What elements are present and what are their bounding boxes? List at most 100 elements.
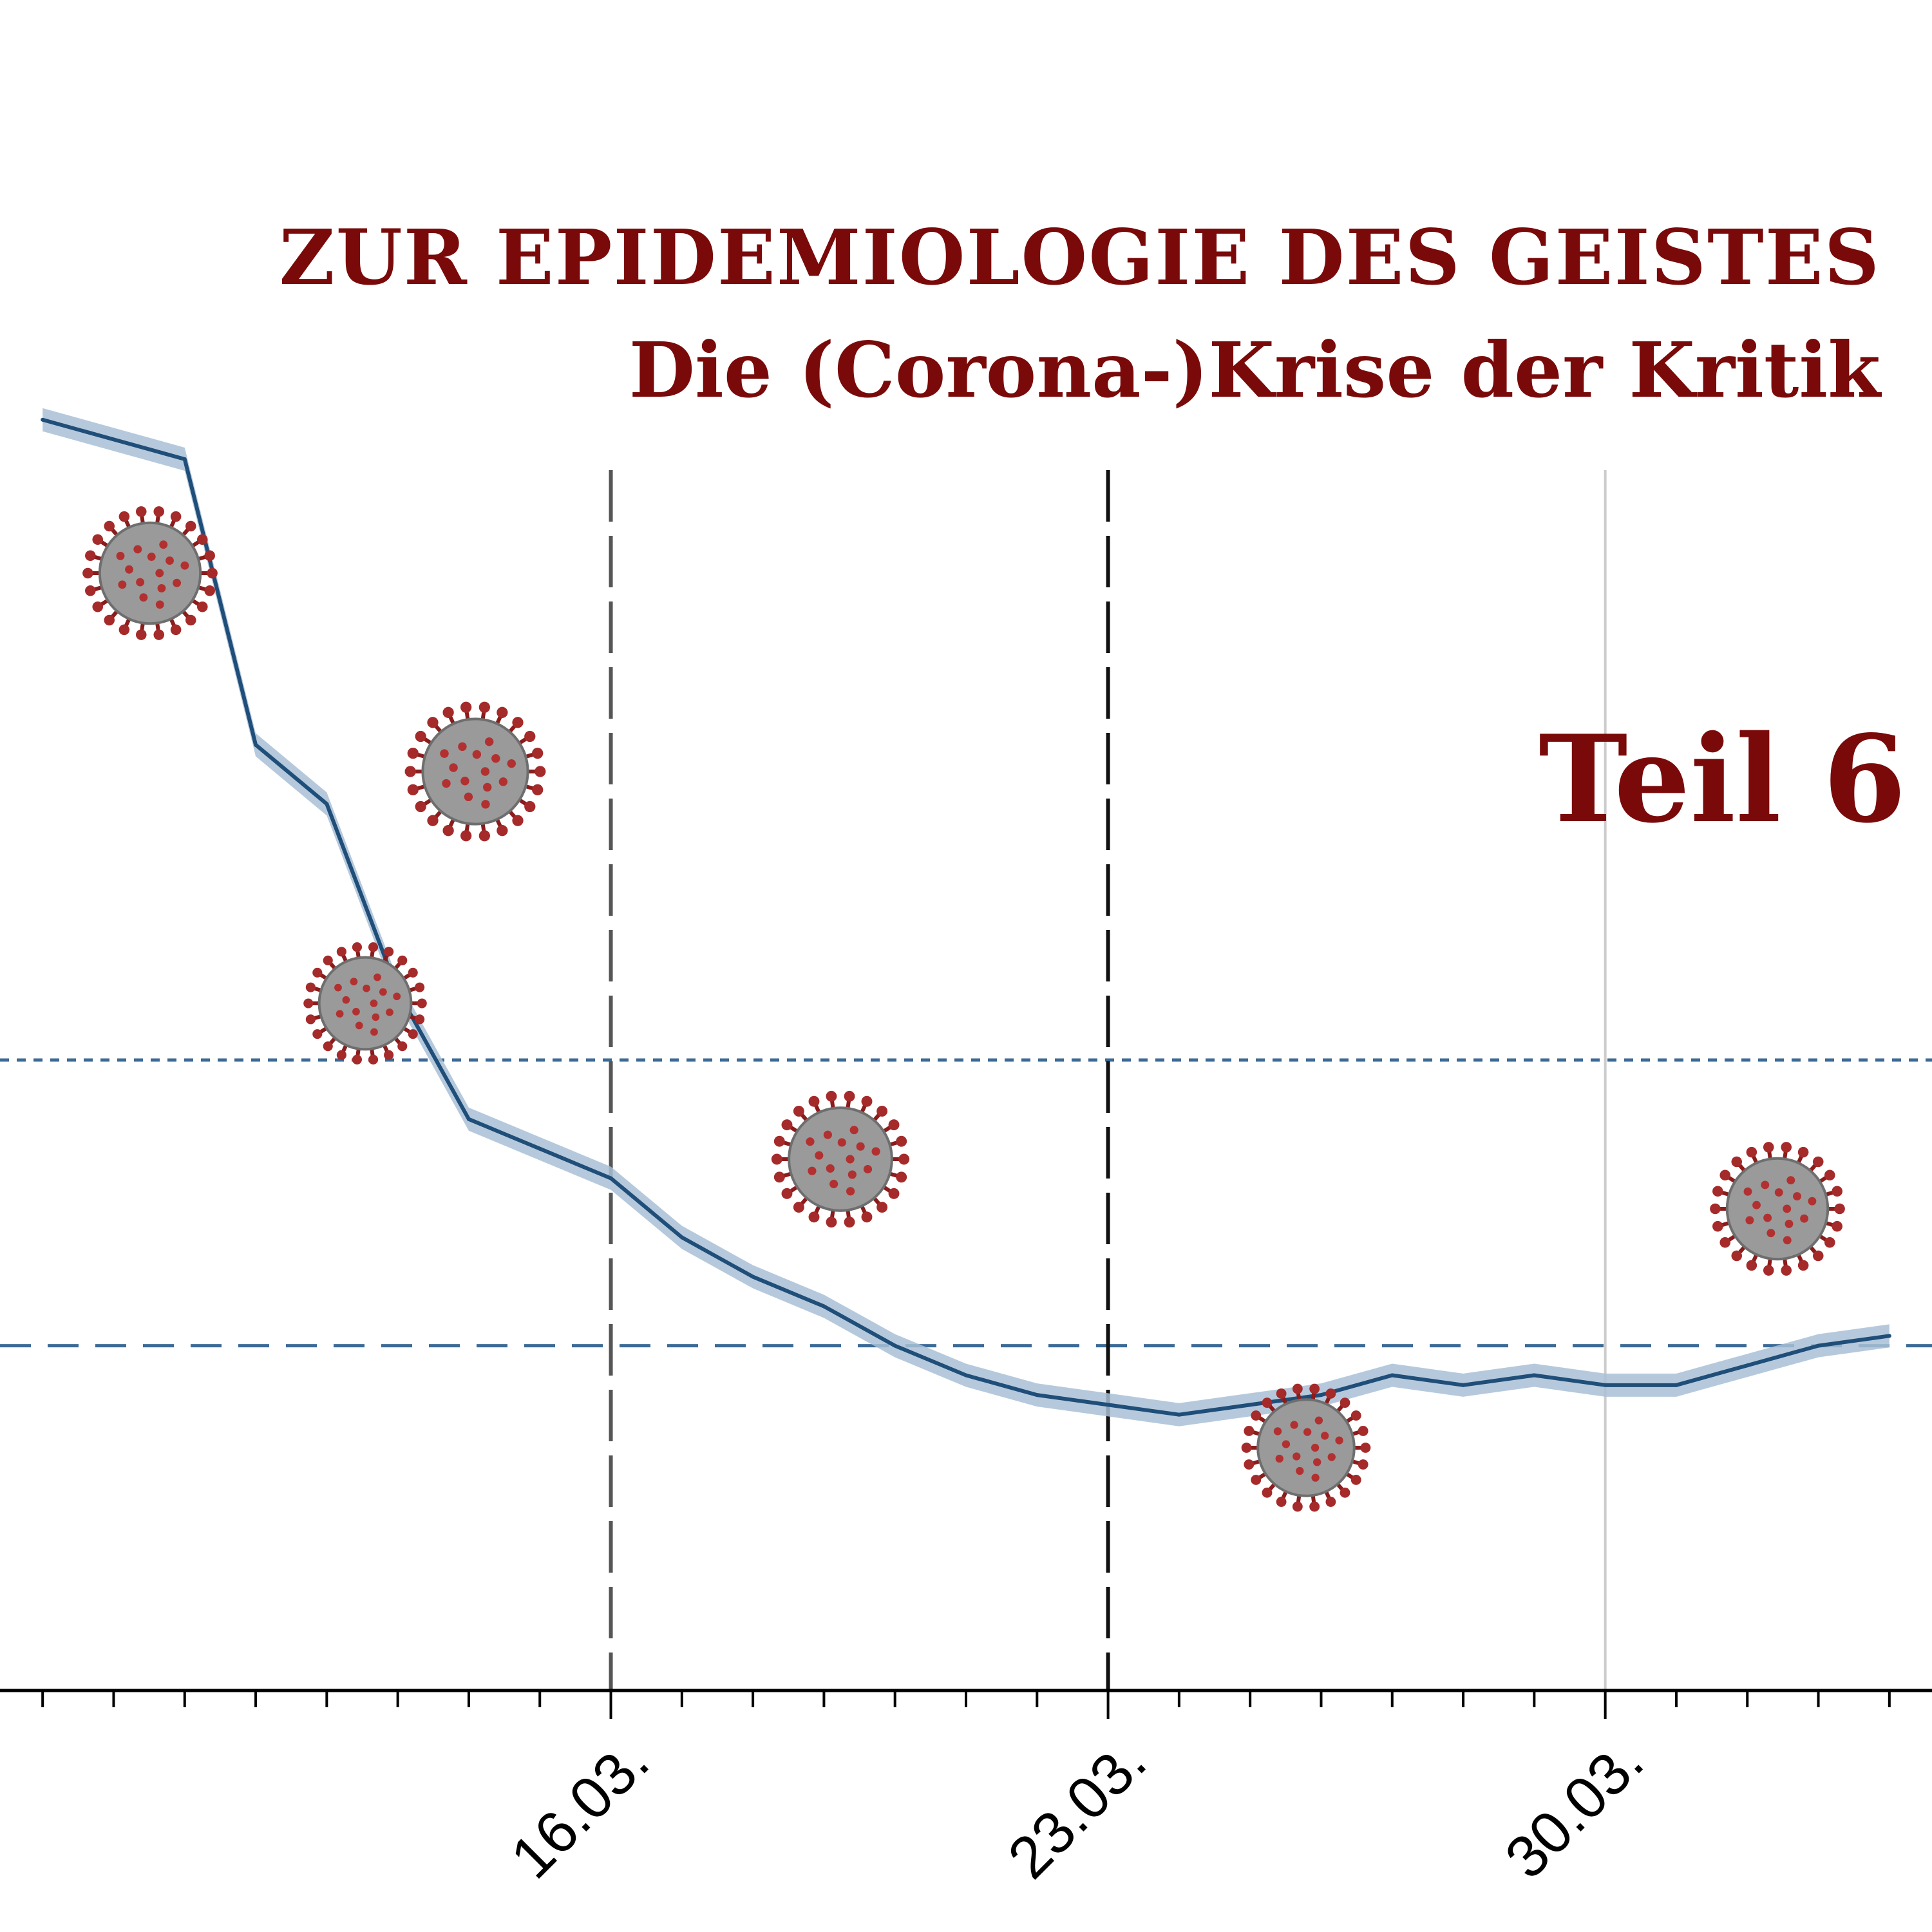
virus-spike-head	[497, 825, 508, 837]
virus-spike-head	[104, 520, 115, 532]
series-0-point-18	[1319, 1393, 1323, 1397]
virus-spike-head	[1781, 1265, 1792, 1276]
virus-surface-dot	[173, 578, 182, 587]
series-0-point-19	[1390, 1373, 1394, 1378]
virus-spike-head	[312, 1029, 323, 1039]
series-0-point-6	[466, 1117, 471, 1121]
virus-spike-head	[404, 766, 416, 777]
virus-surface-dot	[1783, 1236, 1792, 1245]
virus-surface-dot	[464, 792, 473, 802]
virus-surface-dot	[458, 742, 467, 752]
virus-surface-dot	[808, 1166, 817, 1175]
virus-spike-head	[1309, 1501, 1320, 1512]
virus-icon	[303, 942, 427, 1065]
virus-spike-head	[427, 717, 439, 728]
virus-surface-dot	[1786, 1176, 1795, 1185]
virus-spike-head	[1832, 1220, 1842, 1232]
virus-surface-dot	[136, 578, 145, 587]
virus-surface-dot	[157, 583, 166, 592]
virus-surface-dot	[372, 1013, 380, 1021]
virus-surface-dot	[370, 999, 378, 1007]
virus-spike-head	[85, 585, 96, 596]
virus-spike-head	[1719, 1236, 1731, 1248]
virus-spike-head	[1763, 1142, 1774, 1153]
virus-spike-head	[1325, 1497, 1336, 1507]
virus-spike-head	[1292, 1501, 1303, 1512]
virus-surface-dot	[1293, 1452, 1301, 1461]
virus-spike-head	[397, 1041, 408, 1052]
virus-spike-head	[1797, 1146, 1809, 1158]
virus-spike-head	[826, 1090, 837, 1102]
series-0-point-11	[822, 1304, 826, 1309]
virus-spike-head	[808, 1095, 820, 1107]
virus-spike-head	[170, 511, 182, 522]
virus-surface-dot	[1273, 1427, 1282, 1435]
virus-spike-head	[1710, 1203, 1721, 1215]
virus-spike-head	[305, 982, 316, 992]
virus-spike-head	[135, 506, 147, 517]
virus-spike-head	[1824, 1170, 1835, 1181]
virus-surface-dot	[342, 996, 350, 1004]
virus-surface-dot	[1785, 1219, 1794, 1228]
virus-spike-head	[1276, 1388, 1287, 1399]
virus-spike-head	[1350, 1410, 1361, 1421]
virus-spike-head	[323, 955, 333, 965]
virus-surface-dot	[472, 750, 482, 759]
virus-spike-head	[1262, 1487, 1273, 1498]
virus-body	[1725, 1157, 1830, 1261]
virus-spike-head	[204, 585, 215, 596]
virus-spike-head	[384, 1050, 394, 1060]
series-0-point-24	[1745, 1363, 1750, 1368]
virus-spike-head	[427, 815, 439, 826]
virus-spike-head	[368, 1054, 379, 1065]
virus-spike-head	[312, 967, 323, 978]
virus-spike-head	[1360, 1443, 1371, 1453]
virus-surface-dot	[1761, 1180, 1770, 1189]
virus-surface-dot	[1327, 1453, 1336, 1461]
virus-spike-head	[1251, 1410, 1262, 1421]
series-0-point-26	[1887, 1334, 1891, 1338]
virus-spike-head	[204, 550, 215, 562]
virus-spike-head	[1350, 1475, 1361, 1485]
virus-spike-head	[844, 1090, 855, 1102]
virus-surface-dot	[336, 1010, 344, 1018]
series-0-point-22	[1603, 1383, 1607, 1387]
virus-surface-dot	[1303, 1428, 1312, 1436]
virus-spike-head	[1781, 1142, 1792, 1153]
virus-surface-dot	[379, 988, 387, 996]
x-tick-label: 23.03.	[996, 1728, 1159, 1891]
virus-surface-dot	[1311, 1473, 1320, 1482]
virus-surface-dot	[829, 1179, 838, 1189]
virus-surface-dot	[460, 776, 469, 786]
virus-body	[98, 521, 202, 625]
virus-spike-head	[118, 511, 130, 522]
virus-spike-head	[1731, 1250, 1743, 1262]
virus-surface-dot	[1296, 1466, 1304, 1475]
series-0-point-8	[609, 1176, 613, 1180]
virus-surface-dot	[1311, 1443, 1320, 1452]
virus-spike-head	[1340, 1487, 1350, 1498]
virus-spike-head	[207, 567, 218, 579]
virus-surface-dot	[440, 749, 449, 758]
virus-spike-head	[512, 717, 524, 728]
virus-spike-head	[196, 534, 208, 545]
series-0-line	[42, 417, 1890, 1417]
series-0-point-17	[1248, 1403, 1253, 1407]
virus-surface-dot	[1335, 1436, 1343, 1444]
virus-spike-head	[876, 1202, 888, 1213]
series-0-point-2	[182, 457, 187, 461]
virus-spike-head	[861, 1095, 873, 1107]
virus-spike-head	[118, 624, 130, 636]
virus-spike-head	[1812, 1250, 1824, 1262]
virus-surface-dot	[484, 737, 494, 746]
series-0-point-1	[111, 437, 116, 442]
virus-spike-head	[512, 815, 524, 826]
virus-spike-head	[1824, 1236, 1835, 1248]
virus-spike-head	[92, 534, 104, 545]
series-0-point-4	[325, 802, 329, 806]
virus-spike-head	[535, 766, 546, 777]
virus-spike-head	[408, 1029, 418, 1039]
x-tick-label: 30.03.	[1493, 1728, 1656, 1891]
virus-surface-dot	[139, 593, 148, 602]
virus-spike-head	[153, 506, 165, 517]
